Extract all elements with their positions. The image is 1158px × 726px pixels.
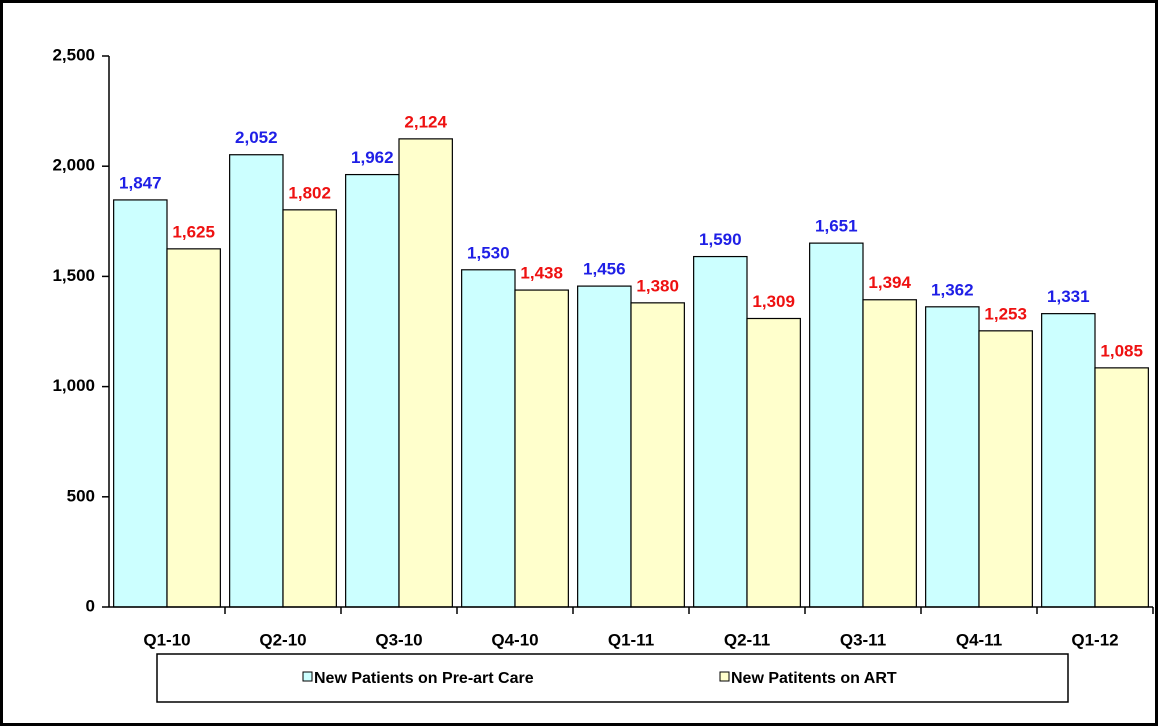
- legend-label: New Patients on Pre-art Care: [314, 670, 534, 687]
- value-label: 1,625: [172, 222, 215, 241]
- bar: [113, 199, 168, 608]
- bar: [282, 209, 337, 608]
- value-label: 1,362: [931, 280, 974, 299]
- value-label: 2,124: [404, 112, 447, 131]
- x-tick-label: Q1-11: [608, 630, 654, 649]
- x-tick-label: Q3-10: [375, 630, 422, 649]
- bar: [461, 269, 516, 608]
- value-label: 1,309: [752, 292, 795, 311]
- value-label: 1,962: [351, 148, 394, 167]
- bar: [809, 242, 864, 608]
- value-label: 1,331: [1047, 287, 1090, 306]
- value-label: 1,085: [1100, 341, 1143, 360]
- bar: [693, 255, 748, 608]
- y-tick-label: 1,000: [52, 376, 95, 395]
- value-label: 2,052: [235, 128, 278, 147]
- y-tick-label: 2,000: [52, 156, 95, 175]
- value-label: 1,253: [984, 304, 1027, 323]
- value-label: 1,394: [868, 273, 911, 292]
- value-label: 1,590: [699, 230, 742, 249]
- x-tick-label: Q4-10: [491, 630, 538, 649]
- value-label: 1,530: [467, 243, 510, 262]
- x-tick-label: Q2-10: [259, 630, 306, 649]
- bar: [166, 248, 221, 608]
- y-tick-label: 2,500: [52, 45, 95, 64]
- bar: [925, 306, 980, 608]
- bar: [862, 299, 917, 608]
- legend-swatch: [302, 671, 313, 682]
- legend-swatch: [719, 671, 730, 682]
- x-tick-label: Q4-11: [956, 630, 1002, 649]
- value-label: 1,651: [815, 217, 858, 236]
- bar: [630, 302, 685, 608]
- legend-label: New Patitents on ART: [731, 670, 897, 687]
- value-label: 1,847: [119, 173, 162, 192]
- value-label: 1,456: [583, 260, 626, 279]
- y-tick-label: 0: [86, 596, 95, 615]
- bar: [398, 138, 453, 608]
- bar: [577, 285, 632, 608]
- bar: [1041, 313, 1096, 608]
- bar: [1094, 367, 1149, 608]
- value-label: 1,380: [636, 276, 679, 295]
- x-tick-label: Q3-11: [840, 630, 886, 649]
- value-label: 1,802: [288, 183, 331, 202]
- x-tick-label: Q2-11: [724, 630, 770, 649]
- bar: [514, 289, 569, 608]
- y-tick-label: 500: [67, 486, 95, 505]
- bar: [229, 154, 284, 608]
- x-tick-label: Q1-12: [1071, 630, 1118, 649]
- bar: [978, 330, 1033, 608]
- bar: [746, 317, 801, 608]
- x-tick-label: Q1-10: [143, 630, 190, 649]
- value-label: 1,438: [520, 264, 563, 283]
- legend-box: [156, 653, 1069, 703]
- bar: [345, 173, 400, 608]
- y-tick-label: 1,500: [52, 266, 95, 285]
